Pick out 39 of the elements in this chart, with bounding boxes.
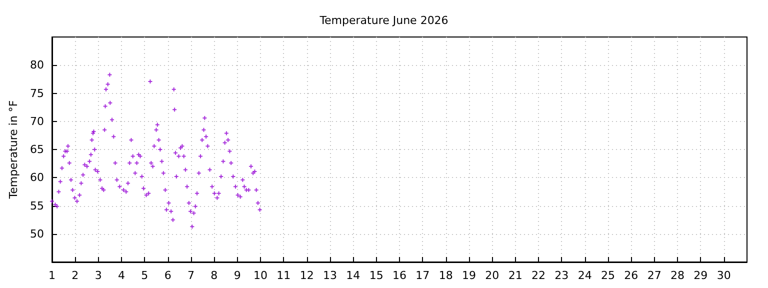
- x-tick-label: 19: [462, 269, 476, 282]
- x-tick-label: 2: [72, 269, 79, 282]
- x-tick-label: 29: [694, 269, 708, 282]
- x-tick-label: 23: [554, 269, 569, 282]
- y-tick-label: 75: [30, 86, 44, 100]
- x-tick-label: 10: [254, 269, 268, 282]
- x-tick-label: 9: [234, 269, 241, 282]
- y-tick-label: 50: [30, 227, 44, 240]
- x-tick-label: 8: [210, 269, 218, 282]
- x-tick-label: 3: [94, 269, 102, 282]
- x-tick-label: 15: [369, 269, 384, 282]
- x-tick-label: 26: [624, 269, 638, 282]
- y-tick-label: 60: [30, 171, 44, 184]
- x-tick-label: 18: [438, 269, 453, 282]
- x-tick-label: 17: [416, 269, 430, 282]
- y-tick-label: 80: [30, 58, 44, 72]
- x-tick-label: 14: [346, 269, 360, 282]
- x-tick-label: 5: [141, 269, 148, 282]
- y-tick-label: 70: [30, 114, 44, 128]
- x-tick-label: 6: [164, 269, 172, 282]
- x-tick-label: 24: [578, 269, 592, 282]
- x-tick-label: 30: [716, 269, 731, 282]
- y-tick-label: 65: [30, 143, 44, 156]
- x-tick-label: 13: [323, 269, 337, 282]
- x-tick-label: 1: [48, 269, 56, 282]
- y-tick-label: 55: [30, 199, 44, 212]
- chart-title: Temperature June 2026: [318, 14, 448, 27]
- x-tick-label: 12: [300, 269, 314, 282]
- x-tick-label: 28: [670, 269, 684, 282]
- x-tick-label: 25: [601, 269, 615, 282]
- x-tick-label: 11: [276, 269, 291, 282]
- x-tick-label: 27: [647, 269, 662, 282]
- x-tick-label: 4: [118, 269, 125, 282]
- x-tick-label: 20: [485, 269, 500, 282]
- y-axis-title: Temperature in °F: [7, 100, 20, 200]
- x-tick-label: 7: [188, 269, 194, 282]
- x-tick-label: 22: [532, 269, 546, 282]
- x-tick-label: 16: [392, 269, 406, 282]
- x-tick-label: 21: [508, 269, 522, 282]
